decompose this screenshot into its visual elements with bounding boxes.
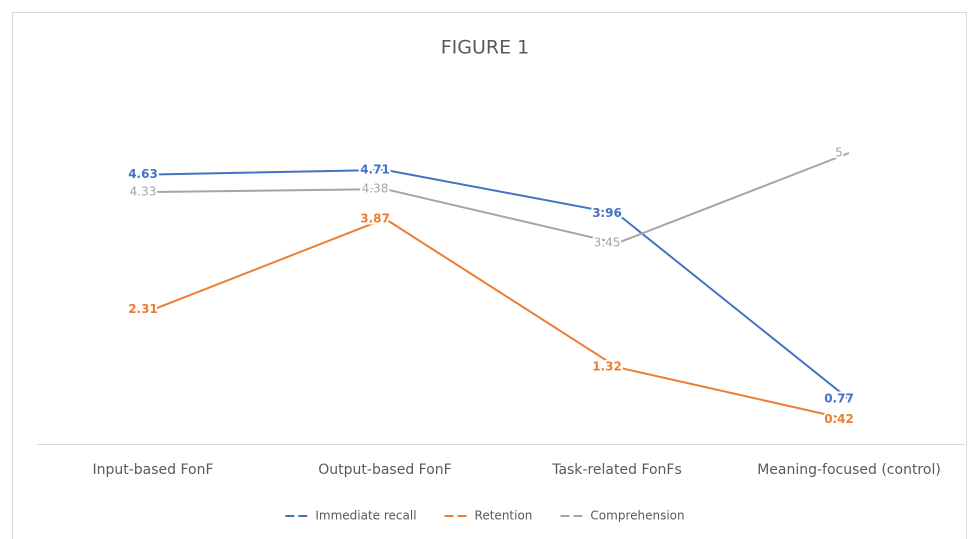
data-label: 1.32	[592, 360, 622, 374]
data-label: 2.31	[128, 302, 158, 316]
data-label: 4.63	[128, 167, 158, 181]
chart-border	[12, 12, 967, 539]
series-line	[152, 168, 850, 400]
data-label: 4.71	[360, 162, 390, 176]
x-tick-label: Input-based FonF	[92, 462, 213, 478]
legend-label: Comprehension	[590, 509, 684, 523]
x-tick-label: Output-based FonF	[318, 462, 451, 478]
series-line	[152, 217, 850, 421]
data-label: 4.38	[362, 182, 389, 196]
series-line	[152, 152, 850, 245]
legend-label: Immediate recall	[315, 509, 416, 523]
legend: Immediate recall Retention Comprehension	[285, 509, 685, 523]
x-tick-label: Task-related FonFs	[551, 462, 682, 478]
data-label: 5	[835, 146, 843, 160]
data-label: 3.96	[592, 206, 622, 220]
data-label: 0.42	[824, 412, 854, 426]
data-label: 3.87	[360, 211, 390, 225]
chart-title: FIGURE 1	[441, 37, 530, 59]
data-label: 0.77	[824, 392, 854, 406]
x-tick-label: Meaning-focused (control)	[757, 462, 941, 478]
data-label: 4.33	[130, 184, 157, 198]
data-label: 3.45	[594, 236, 621, 250]
legend-label: Retention	[475, 509, 533, 523]
